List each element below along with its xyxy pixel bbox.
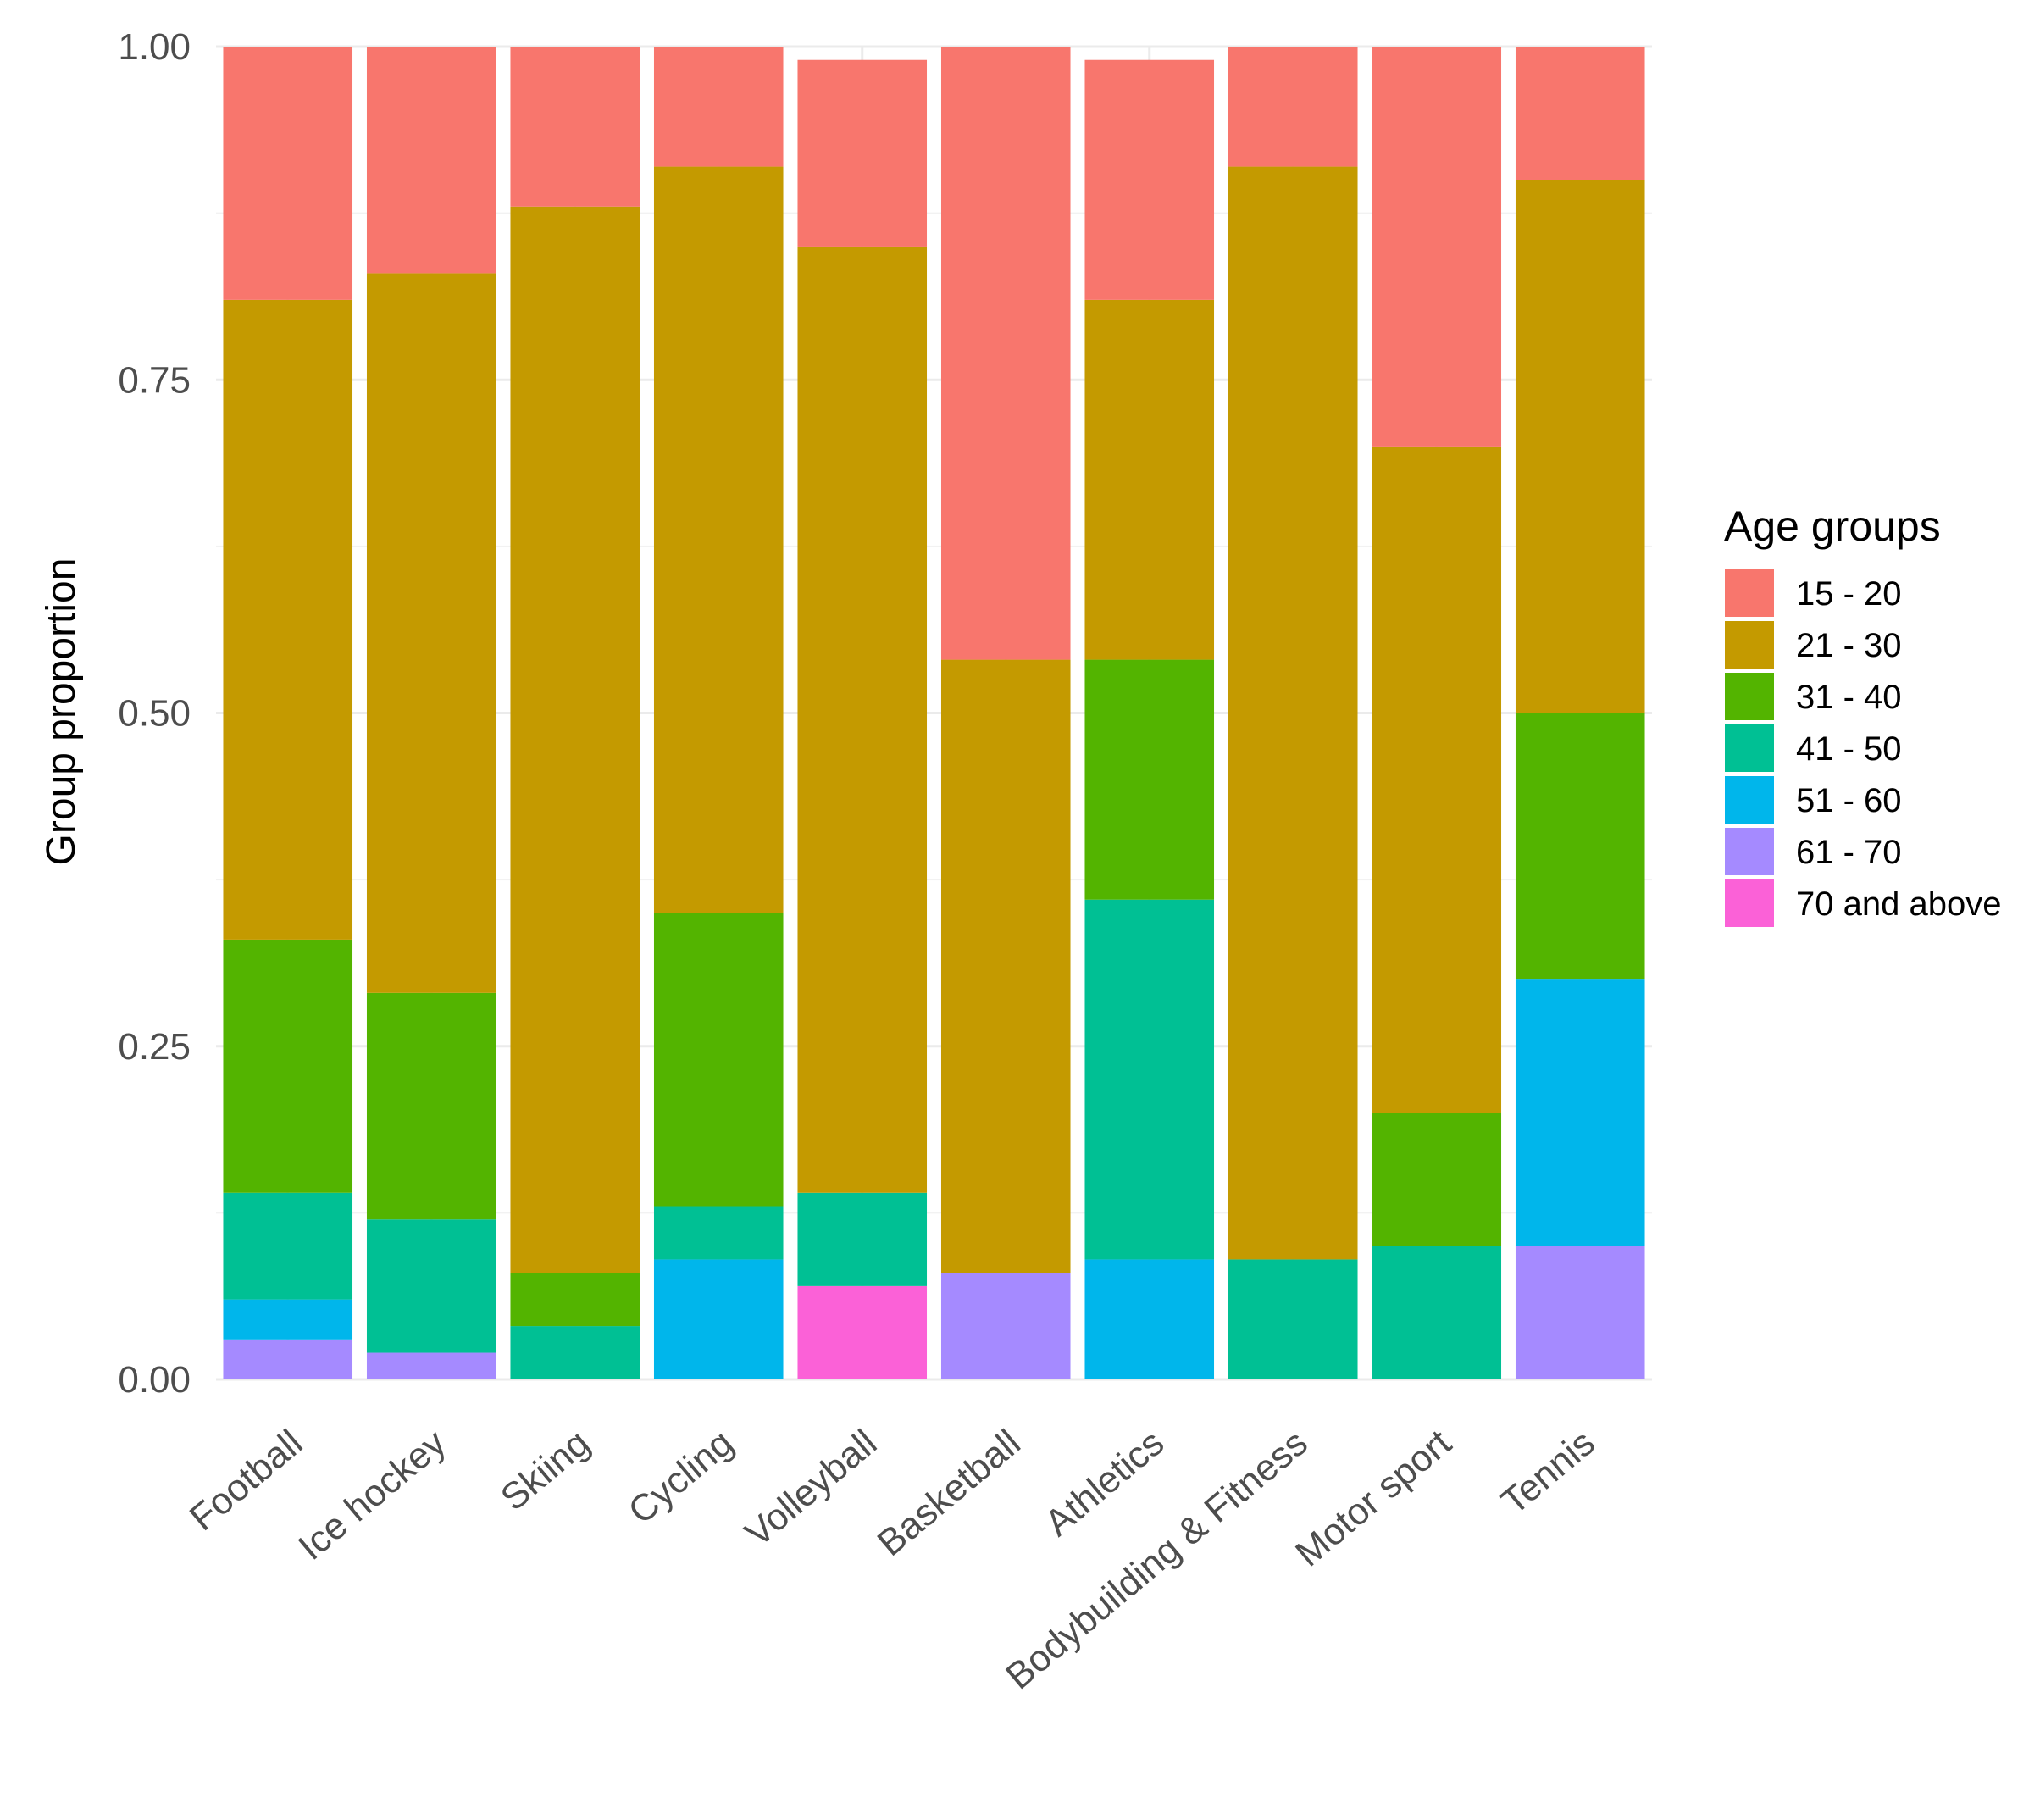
bar-segment bbox=[797, 1285, 928, 1379]
x-tick-label: Volleyball bbox=[737, 1422, 884, 1555]
bar-segment bbox=[1228, 166, 1358, 1260]
bar-segment bbox=[1372, 1113, 1502, 1246]
bar-segment bbox=[653, 1206, 784, 1260]
x-tick-label: Athletics bbox=[1037, 1422, 1172, 1544]
y-axis-title: Group proportion bbox=[39, 558, 84, 866]
bars bbox=[223, 47, 1645, 1379]
bar-segment bbox=[653, 1259, 784, 1379]
bar-segment bbox=[223, 299, 353, 940]
bar-segment bbox=[223, 47, 353, 300]
bar-segment bbox=[1084, 1259, 1215, 1379]
legend-swatch bbox=[1725, 828, 1774, 875]
y-tick-label: 0.50 bbox=[118, 693, 191, 735]
bar-segment bbox=[366, 1219, 496, 1353]
bar-segment bbox=[940, 47, 1071, 660]
bar-segment bbox=[223, 1192, 353, 1300]
legend-label: 31 - 40 bbox=[1796, 679, 1902, 716]
bar-segment bbox=[1372, 47, 1502, 447]
bar-segment bbox=[223, 939, 353, 1193]
bar-segment bbox=[1515, 713, 1645, 980]
bar-segment bbox=[366, 47, 496, 274]
y-tick-label: 1.00 bbox=[118, 26, 191, 68]
legend-label: 61 - 70 bbox=[1796, 834, 1902, 871]
bar-segment bbox=[797, 1192, 928, 1286]
legend-swatch bbox=[1725, 621, 1774, 669]
legend-label: 41 - 50 bbox=[1796, 730, 1902, 768]
y-tick-label: 0.25 bbox=[118, 1026, 191, 1068]
bar-segment bbox=[797, 246, 928, 1193]
x-tick-label: Skiing bbox=[493, 1422, 597, 1519]
x-tick-label: Ice hockey bbox=[291, 1422, 454, 1568]
x-tick-label: Motor sport bbox=[1288, 1422, 1459, 1575]
bar-segment bbox=[653, 166, 784, 913]
bar-segment bbox=[1228, 47, 1358, 167]
y-tick-label: 0.00 bbox=[118, 1359, 191, 1401]
x-tick-label: Cycling bbox=[621, 1422, 741, 1532]
y-axis-ticks: 0.00 0.25 0.50 0.75 1.00 bbox=[118, 26, 191, 1401]
bar-segment bbox=[1084, 299, 1215, 660]
bar-segment bbox=[1372, 1246, 1502, 1379]
bar-segment bbox=[510, 1273, 640, 1327]
bar-segment bbox=[1084, 659, 1215, 900]
legend-label: 70 and above bbox=[1796, 885, 2001, 923]
legend-swatch bbox=[1725, 776, 1774, 824]
bar-segment bbox=[797, 59, 928, 247]
x-tick-label: Football bbox=[182, 1422, 310, 1539]
bar-segment bbox=[510, 47, 640, 207]
bar-segment bbox=[510, 1326, 640, 1379]
bar-segment bbox=[223, 1299, 353, 1340]
legend-swatch bbox=[1725, 673, 1774, 720]
bar-segment bbox=[653, 913, 784, 1207]
legend-swatch bbox=[1725, 569, 1774, 617]
bar-segment bbox=[653, 47, 784, 167]
legend-swatch bbox=[1725, 879, 1774, 927]
bar-segment bbox=[1515, 47, 1645, 180]
x-tick-label: Tennis bbox=[1494, 1422, 1603, 1523]
bar-segment bbox=[223, 1339, 353, 1379]
legend-title: Age groups bbox=[1724, 502, 1941, 550]
legend-label: 51 - 60 bbox=[1796, 782, 1902, 819]
legend-label: 15 - 20 bbox=[1796, 575, 1902, 613]
bar-segment bbox=[1084, 59, 1215, 300]
bar-segment bbox=[366, 1352, 496, 1379]
legend-swatch bbox=[1725, 724, 1774, 772]
bar-segment bbox=[1515, 180, 1645, 713]
bar-segment bbox=[1084, 899, 1215, 1260]
bar-segment bbox=[940, 659, 1071, 1273]
bar-segment bbox=[1515, 1246, 1645, 1379]
legend-label: 21 - 30 bbox=[1796, 627, 1902, 664]
bar-segment bbox=[510, 206, 640, 1273]
bar-segment bbox=[366, 992, 496, 1220]
x-tick-label: Basketball bbox=[870, 1422, 1028, 1564]
legend: Age groups 15 - 20 21 - 30 31 - 40 41 - 50 5… bbox=[1724, 502, 2001, 927]
bar-segment bbox=[1515, 979, 1645, 1246]
bar-segment bbox=[366, 273, 496, 993]
bar-segment bbox=[1228, 1259, 1358, 1379]
legend-items: 15 - 20 21 - 30 31 - 40 41 - 50 51 - 60 61 - … bbox=[1725, 569, 2001, 927]
bar-segment bbox=[940, 1273, 1071, 1379]
bar-segment bbox=[1372, 446, 1502, 1113]
y-tick-label: 0.75 bbox=[118, 359, 191, 401]
